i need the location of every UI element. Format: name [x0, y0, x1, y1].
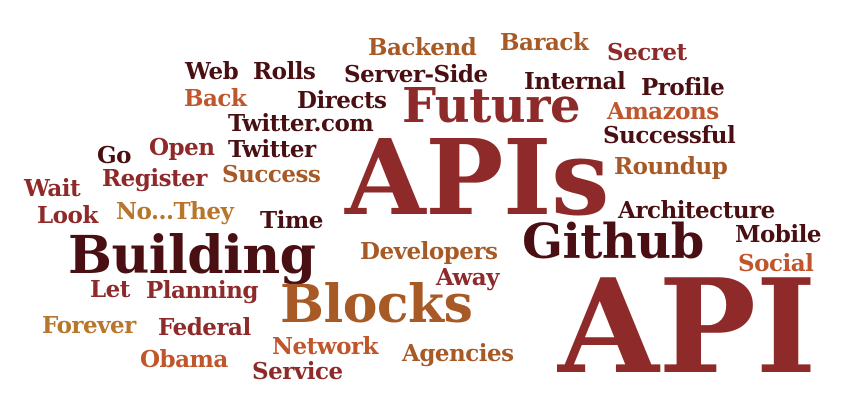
word-mobile: Mobile [735, 221, 822, 248]
word-register: Register [102, 165, 207, 192]
word-internal: Internal [524, 68, 626, 95]
word-successful: Successful [603, 122, 736, 149]
word-time: Time [260, 207, 323, 234]
word-planning: Planning [146, 277, 258, 304]
word-barack: Barack [500, 29, 589, 56]
word-look: Look [37, 202, 98, 229]
word-forever: Forever [42, 312, 136, 339]
word-backend: Backend [368, 34, 477, 61]
word-service: Service [252, 358, 343, 385]
word-api: API [558, 250, 816, 403]
word-blocks: Blocks [280, 274, 473, 335]
word-roundup: Roundup [614, 153, 728, 180]
word-twitter: Twitter [228, 136, 316, 163]
word-directs: Directs [297, 87, 387, 114]
word-server-side: Server-Side [344, 61, 488, 88]
word-no-they: No...They [116, 198, 234, 225]
word-developers: Developers [360, 238, 498, 265]
word-open: Open [149, 134, 215, 161]
word-federal: Federal [158, 314, 251, 341]
word-secret: Secret [607, 39, 687, 66]
word-obama: Obama [140, 346, 228, 373]
word-away: Away [436, 264, 499, 291]
word-wait: Wait [24, 175, 81, 202]
word-back: Back [184, 85, 247, 112]
word-let: Let [90, 276, 130, 303]
word-agencies: Agencies [402, 340, 514, 367]
word-twitter-com: Twitter.com [228, 110, 374, 137]
word-github: Github [522, 214, 704, 270]
word-rolls: Rolls [253, 58, 316, 85]
word-success: Success [222, 161, 321, 188]
word-architecture: Architecture [618, 197, 775, 224]
word-amazons: Amazons [607, 98, 719, 125]
word-future: Future [402, 78, 581, 134]
word-apis: APIs [345, 116, 610, 239]
word-network: Network [272, 333, 378, 360]
word-go: Go [97, 142, 131, 169]
word-social: Social [738, 250, 814, 277]
word-profile: Profile [641, 74, 725, 101]
word-building: Building [68, 225, 316, 286]
word-web: Web [185, 58, 239, 85]
